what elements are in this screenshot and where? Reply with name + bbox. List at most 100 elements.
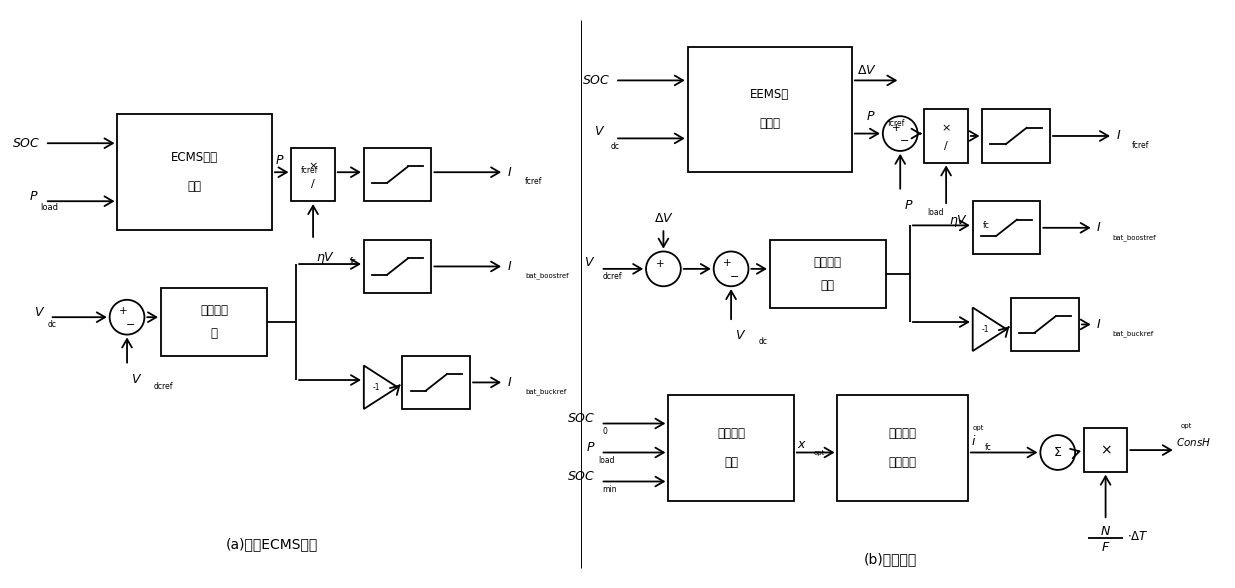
Text: 器: 器 <box>210 327 217 340</box>
Text: −: − <box>730 272 740 282</box>
Text: ECMS优化: ECMS优化 <box>172 151 219 164</box>
Text: /: / <box>945 141 948 151</box>
Bar <box>769 240 885 308</box>
Text: 算法: 算法 <box>188 180 201 193</box>
Text: $P$: $P$ <box>275 154 284 167</box>
Text: bat_boostref: bat_boostref <box>525 273 569 279</box>
Text: -1: -1 <box>982 325 989 334</box>
Text: $I$: $I$ <box>1115 129 1121 142</box>
Text: fc: fc <box>983 220 989 229</box>
Text: load: load <box>40 203 58 212</box>
Text: $I$: $I$ <box>1097 221 1102 234</box>
Text: -1: -1 <box>373 383 380 392</box>
Text: $\Delta V$: $\Delta V$ <box>857 64 877 77</box>
Bar <box>364 240 431 293</box>
Text: Σ: Σ <box>1053 446 1062 459</box>
Text: load: load <box>927 208 944 217</box>
Text: $ConsH$: $ConsH$ <box>1176 436 1210 449</box>
Text: bat_buckref: bat_buckref <box>525 389 567 396</box>
Text: $I$: $I$ <box>506 376 513 389</box>
Text: $i$: $i$ <box>971 434 976 448</box>
Text: 电压调节: 电压调节 <box>200 304 228 317</box>
Text: +: + <box>656 259 664 269</box>
Bar <box>688 46 852 172</box>
Text: 电压调节: 电压调节 <box>814 256 842 269</box>
Text: EEMS优: EEMS优 <box>750 88 789 101</box>
Text: load: load <box>599 456 615 465</box>
Text: opt: opt <box>1181 423 1192 429</box>
Bar <box>364 148 431 201</box>
Text: $x$: $x$ <box>797 438 806 451</box>
Text: fcref: fcref <box>1132 141 1150 150</box>
Text: −: − <box>126 320 136 330</box>
Bar <box>837 395 968 501</box>
Text: $V$: $V$ <box>584 256 595 269</box>
Text: dcref: dcref <box>154 382 174 391</box>
Text: $SOC$: $SOC$ <box>567 412 595 425</box>
Text: 节器: 节器 <box>821 279 835 292</box>
Text: fcref: fcref <box>301 166 319 175</box>
Text: −: − <box>899 136 909 146</box>
Text: fc: fc <box>350 258 357 266</box>
Bar <box>668 395 794 501</box>
Text: $V$: $V$ <box>33 306 44 319</box>
Text: +: + <box>119 306 127 316</box>
Bar <box>1011 298 1079 351</box>
Text: $F$: $F$ <box>1100 542 1110 554</box>
Text: $V$: $V$ <box>131 373 142 386</box>
Text: (b)所提策略: (b)所提策略 <box>864 552 918 566</box>
Text: $\cdot\Delta T$: $\cdot\Delta T$ <box>1126 530 1149 543</box>
Text: $SOC$: $SOC$ <box>11 137 40 150</box>
Text: $V$: $V$ <box>735 329 746 342</box>
Text: ×: × <box>1100 443 1112 457</box>
Text: 极化曲线: 极化曲线 <box>889 456 916 469</box>
Bar <box>161 288 267 356</box>
Text: +: + <box>892 123 900 133</box>
Circle shape <box>110 300 144 335</box>
Text: 燃料电池: 燃料电池 <box>889 427 916 440</box>
Bar <box>117 114 272 230</box>
Text: $P$: $P$ <box>587 441 595 454</box>
Text: min: min <box>603 485 618 494</box>
Bar <box>291 148 335 201</box>
Bar <box>924 109 968 162</box>
Text: dcref: dcref <box>603 272 622 281</box>
Text: $I$: $I$ <box>1097 318 1102 331</box>
Text: /: / <box>311 179 315 189</box>
Text: bat_boostref: bat_boostref <box>1113 234 1156 241</box>
Text: (a)传统ECMS策略: (a)传统ECMS策略 <box>226 537 319 552</box>
Circle shape <box>1040 435 1076 470</box>
Text: dc: dc <box>610 142 619 151</box>
Text: ×: × <box>309 162 317 172</box>
Text: 离线优化: 离线优化 <box>718 427 745 440</box>
Bar <box>403 356 471 409</box>
Polygon shape <box>973 308 1007 351</box>
Text: fcref: fcref <box>888 119 905 128</box>
Circle shape <box>646 252 680 286</box>
Bar <box>973 201 1040 255</box>
Circle shape <box>883 116 918 151</box>
Text: +: + <box>722 258 731 268</box>
Text: 算法: 算法 <box>724 456 739 469</box>
Text: ×: × <box>941 123 951 133</box>
Text: fcref: fcref <box>525 178 542 186</box>
Text: opt: opt <box>973 425 984 432</box>
Text: $\eta V$: $\eta V$ <box>316 249 335 266</box>
Text: $\eta V$: $\eta V$ <box>948 213 968 229</box>
Text: $P$: $P$ <box>904 199 914 212</box>
Text: dc: dc <box>48 320 57 329</box>
Text: $P$: $P$ <box>28 190 38 203</box>
Text: fc: fc <box>986 443 992 452</box>
Text: $P$: $P$ <box>867 110 876 123</box>
Text: $SOC$: $SOC$ <box>582 74 610 87</box>
Text: $SOC$: $SOC$ <box>567 470 595 483</box>
Text: $\Delta V$: $\Delta V$ <box>653 212 673 225</box>
Text: $I$: $I$ <box>506 260 513 273</box>
Text: bat_buckref: bat_buckref <box>1113 330 1153 338</box>
Text: $V$: $V$ <box>594 125 605 138</box>
Text: $I$: $I$ <box>506 166 513 179</box>
Circle shape <box>714 252 748 286</box>
Text: 化算法: 化算法 <box>760 118 781 131</box>
Text: opt: opt <box>813 449 825 456</box>
Text: $N$: $N$ <box>1100 525 1112 538</box>
